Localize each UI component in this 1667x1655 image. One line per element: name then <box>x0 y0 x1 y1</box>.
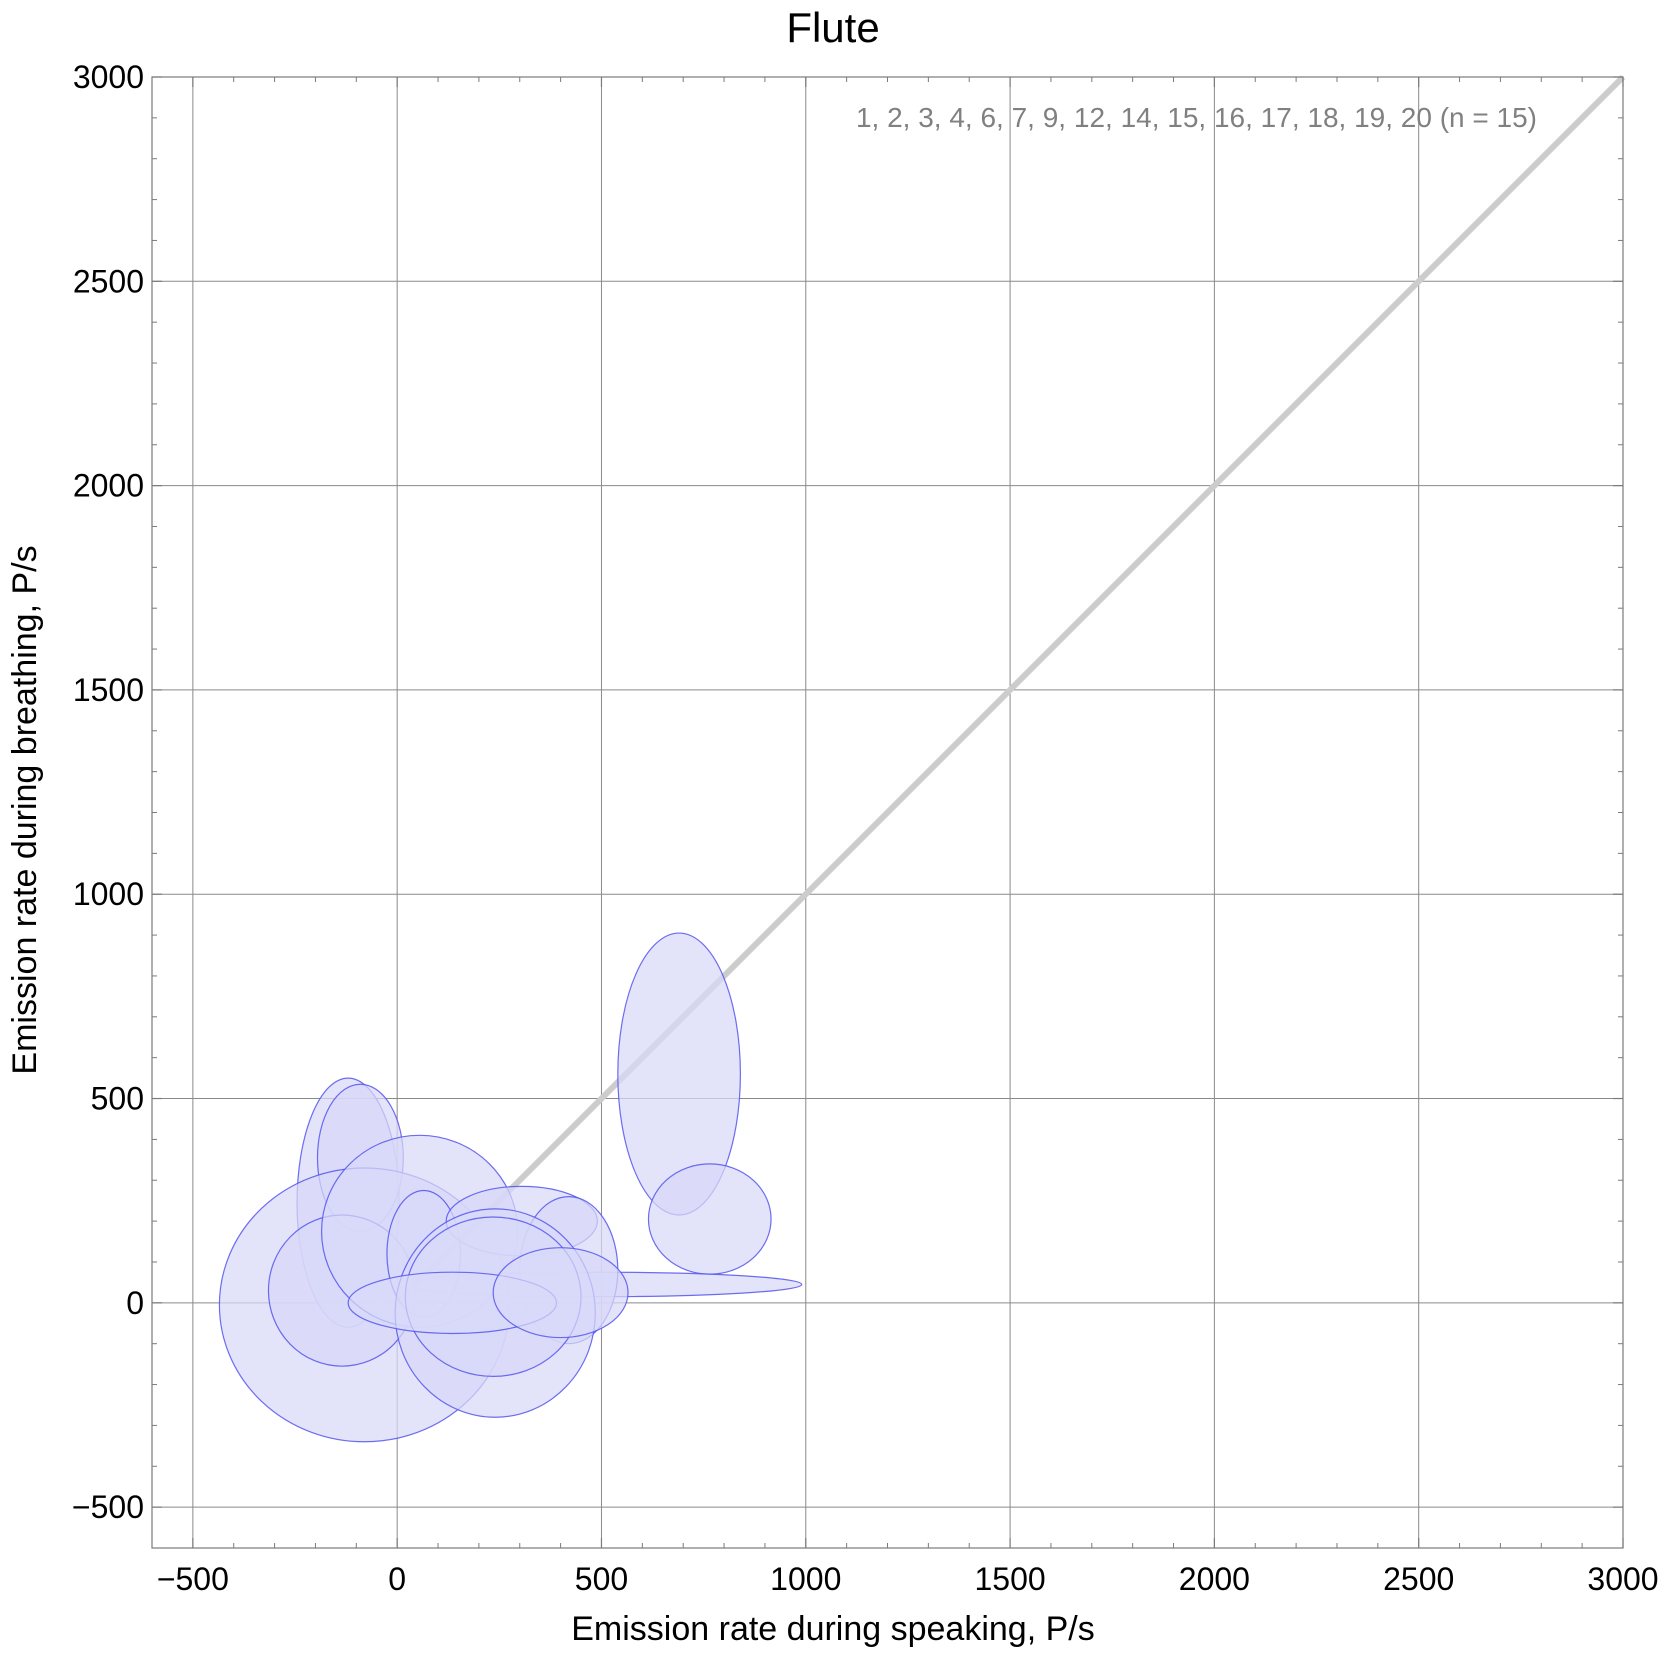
y-tick-label: 1000 <box>73 876 144 912</box>
x-tick-label: 2500 <box>1383 1561 1454 1597</box>
reference-line-layer <box>395 74 1626 1305</box>
y-tick-label: 0 <box>126 1285 144 1321</box>
grid-lines <box>152 77 1623 1548</box>
chart-title: Flute <box>786 4 879 51</box>
tick-labels: −500 0 500 1000 1500 2000 2500 3000 −500 0 500 1000… <box>72 59 1659 1597</box>
y-tick-label: 2000 <box>73 468 144 504</box>
x-tick-label: 500 <box>575 1561 628 1597</box>
y-tick-label: 1500 <box>73 672 144 708</box>
y-tick-label: 500 <box>91 1081 144 1117</box>
axis-ticks <box>151 76 1624 1549</box>
y-axis-label: Emission rate during breathing, P/s <box>6 545 44 1074</box>
x-axis-label: Emission rate during speaking, P/s <box>571 1610 1094 1648</box>
y-tick-label: 2500 <box>73 263 144 299</box>
chart-annotation: 1, 2, 3, 4, 6, 7, 9, 12, 14, 15, 16, 17,… <box>856 102 1537 133</box>
x-tick-label: 3000 <box>1587 1561 1658 1597</box>
confidence-ellipse <box>492 1247 629 1339</box>
ellipse-layer <box>218 932 803 1443</box>
x-tick-label: 2000 <box>1179 1561 1250 1597</box>
x-tick-label: 1500 <box>974 1561 1045 1597</box>
x-tick-label: 1000 <box>770 1561 841 1597</box>
confidence-ellipse <box>647 1163 772 1275</box>
x-tick-label: 0 <box>388 1561 406 1597</box>
y-tick-label: 3000 <box>73 59 144 95</box>
reference-line <box>395 74 1626 1305</box>
y-tick-label: −500 <box>72 1489 144 1525</box>
x-tick-label: −500 <box>157 1561 229 1597</box>
